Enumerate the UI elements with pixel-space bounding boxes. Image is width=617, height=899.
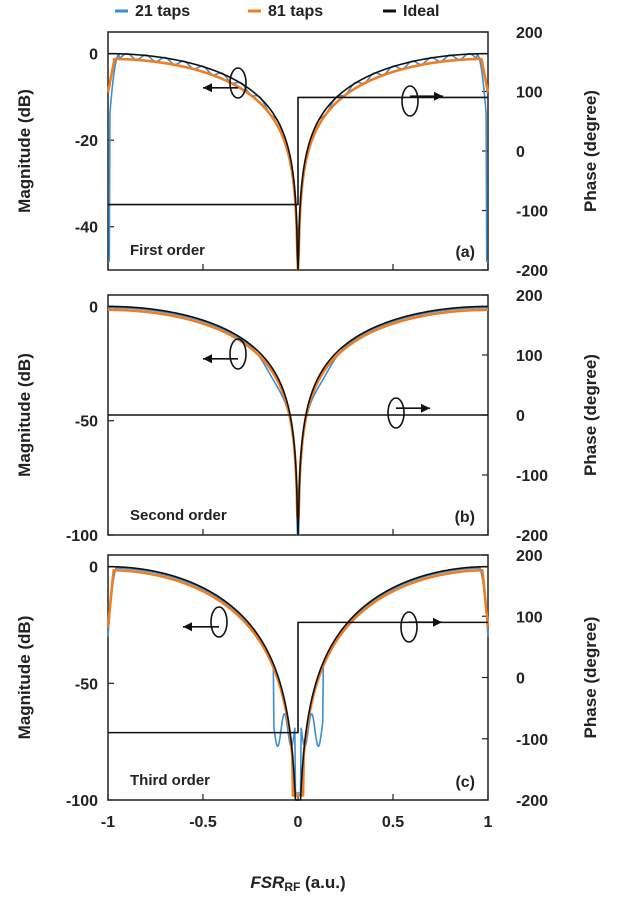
series-line-ideal-magnitude [107, 305, 489, 536]
series-line-81-taps-magnitude [106, 568, 490, 797]
y-left-tick-label: 0 [89, 560, 98, 577]
annotation-arrowhead [433, 617, 442, 627]
annotation-ellipse [229, 67, 247, 99]
y-right-axis-label: Phase (degree) [581, 90, 600, 212]
y-right-tick-label: 200 [516, 288, 543, 305]
annotation-arrowhead [183, 622, 192, 632]
y-left-tick-label: -50 [75, 676, 98, 693]
y-left-tick-label: 0 [89, 299, 98, 316]
annotation-arrowhead [203, 83, 212, 93]
legend-label: 21 taps [135, 3, 190, 20]
plot-area [106, 52, 490, 272]
y-right-tick-label: 100 [516, 609, 543, 626]
y-right-tick-label: 200 [516, 25, 543, 42]
y-left-tick-label: -20 [75, 133, 98, 150]
y-right-tick-label: -200 [516, 528, 548, 545]
y-left-axis-label: Magnitude (dB) [15, 616, 34, 740]
series-line-ideal-magnitude [107, 565, 489, 801]
y-right-tick-label: -200 [516, 263, 548, 280]
x-axis-label-main: FSR [250, 873, 285, 892]
y-right-tick-label: 100 [516, 348, 543, 365]
legend-label: 81 taps [268, 3, 323, 20]
y-right-tick-label: -100 [516, 468, 548, 485]
x-tick-label: 0.5 [382, 814, 404, 831]
y-right-tick-label: 0 [516, 408, 525, 425]
plot-area [106, 565, 490, 801]
panel-tag: (b) [455, 509, 475, 526]
panel-title: Second order [130, 507, 227, 524]
legend: 21 taps 81 taps Ideal [115, 3, 439, 20]
series-line-ideal-phase [108, 621, 488, 734]
panel-tag: (c) [455, 774, 475, 791]
y-left-tick-label: -100 [66, 528, 98, 545]
series-line-ideal-magnitude [107, 52, 489, 271]
y-right-axis-label: Phase (degree) [581, 617, 600, 739]
panel-title: Third order [130, 772, 210, 789]
y-left-tick-label: -100 [66, 793, 98, 810]
panel-title: First order [130, 242, 205, 259]
y-right-tick-label: -200 [516, 793, 548, 810]
y-right-tick-label: 200 [516, 548, 543, 565]
annotation-ellipse [401, 85, 419, 117]
annotation-ellipse [229, 338, 247, 370]
y-right-tick-label: -100 [516, 204, 548, 221]
panel-3: 0 -50 -100 200 100 0 -100 -200 -1 -0.5 0 0.5 1 Magnit… [15, 548, 600, 831]
y-right-tick-label: -100 [516, 732, 548, 749]
plot-area [107, 305, 489, 536]
y-right-tick-label: 0 [516, 671, 525, 688]
y-right-tick-label: 0 [516, 144, 525, 161]
x-tick-label: -0.5 [189, 814, 217, 831]
annotation-arrowhead [434, 91, 443, 101]
y-left-tick-label: -50 [75, 414, 98, 431]
y-right-tick-label: 100 [516, 85, 543, 102]
series-line-ideal-phase [108, 96, 488, 206]
panel-2: 0 -50 -100 200 100 0 -100 -200 Magnitude (dB) Pha… [15, 288, 600, 545]
y-right-axis-label: Phase (degree) [581, 354, 600, 476]
panel-tag: (a) [455, 244, 475, 261]
annotation-ellipse [400, 611, 418, 643]
x-axis-label-unit: (a.u.) [300, 873, 345, 892]
annotation-arrowhead [203, 354, 212, 364]
series-line-21-taps-magnitude [107, 566, 489, 794]
annotation-ellipse [210, 606, 228, 638]
x-axis-label-subscript: RF [284, 880, 300, 894]
panel-1: 0 -20 -40 200 100 0 -100 -200 Magnitude (dB) Phas… [15, 25, 600, 280]
annotation-arrowhead [421, 403, 430, 413]
legend-label: Ideal [403, 3, 439, 20]
series-line-81-taps-magnitude [107, 308, 489, 519]
x-tick-label: 1 [484, 814, 493, 831]
annotation-ellipse [387, 397, 405, 429]
x-axis-label-text: FSRRF (a.u.) [250, 873, 345, 894]
x-tick-label: -1 [101, 814, 115, 831]
y-left-tick-label: 0 [89, 47, 98, 64]
y-left-tick-label: -40 [75, 220, 98, 237]
x-axis-label: FSRRF (a.u.) [250, 873, 345, 894]
y-left-axis-label: Magnitude (dB) [15, 89, 34, 213]
y-left-axis-label: Magnitude (dB) [15, 353, 34, 477]
x-tick-label: 0 [294, 814, 303, 831]
